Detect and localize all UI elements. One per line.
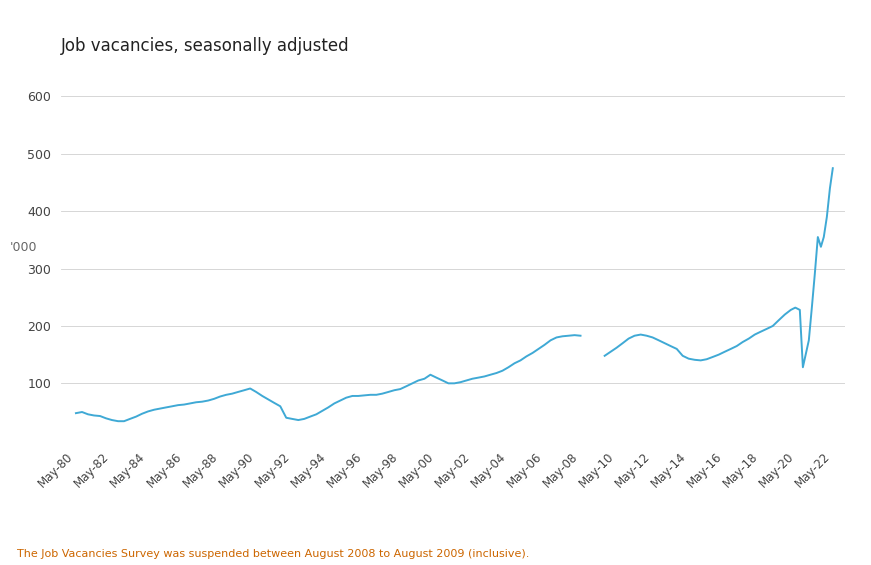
Text: The Job Vacancies Survey was suspended between August 2008 to August 2009 (inclu: The Job Vacancies Survey was suspended b… [17, 549, 530, 559]
Y-axis label: '000: '000 [10, 241, 37, 254]
Text: Job vacancies, seasonally adjusted: Job vacancies, seasonally adjusted [61, 37, 349, 55]
